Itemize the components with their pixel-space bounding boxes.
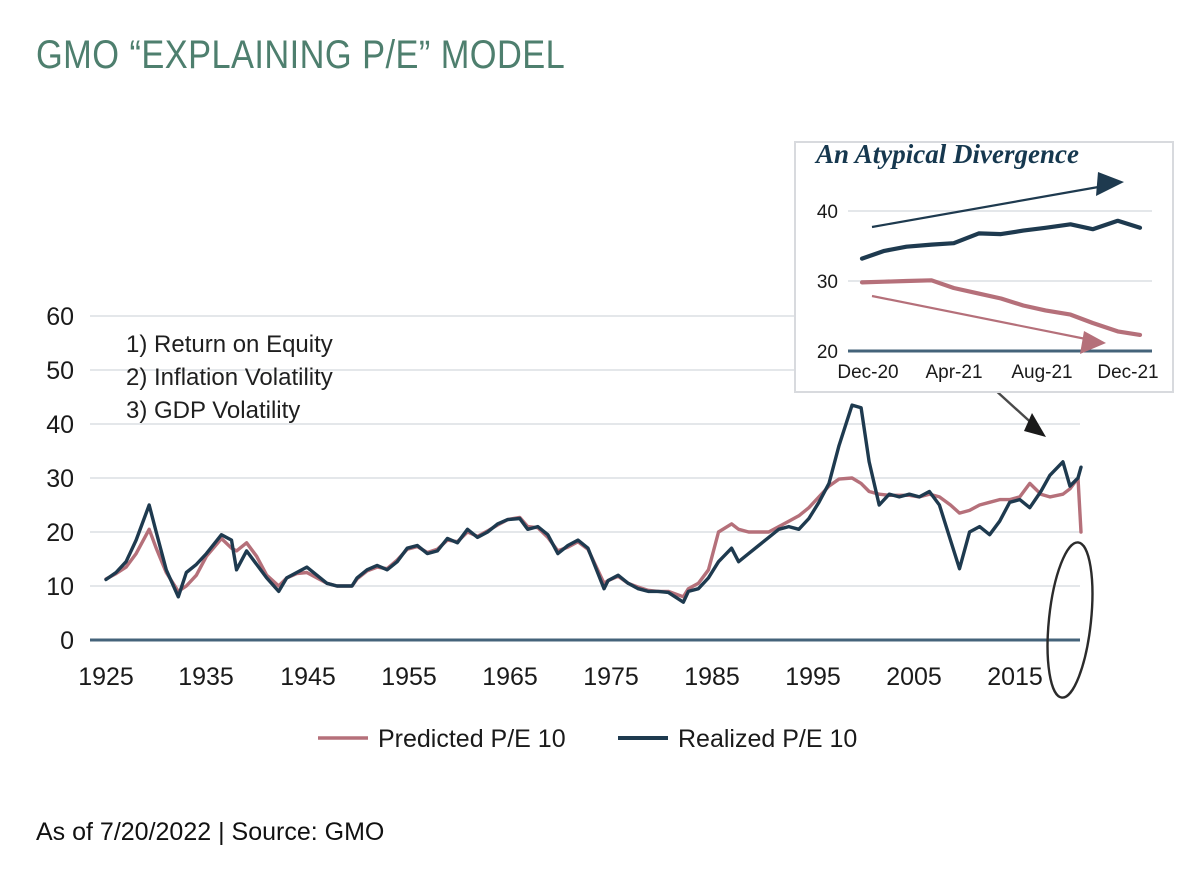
- model-factors-annotation: 1) Return on Equity 2) Inflation Volatil…: [126, 331, 333, 424]
- y-tick-20: 20: [46, 519, 74, 547]
- callout-arrow: [981, 377, 1046, 437]
- x-tick-2005: 2005: [886, 663, 942, 691]
- y-tick-50: 50: [46, 357, 74, 385]
- y-tick-40: 40: [46, 411, 74, 439]
- x-tick-1925: 1925: [78, 663, 134, 691]
- source-footer: As of 7/20/2022 | Source: GMO: [36, 818, 385, 846]
- x-tick-1995: 1995: [785, 663, 841, 691]
- main-chart: 60 50 40 30 20 10 0 1925 1935 1945 1955 …: [0, 120, 1200, 780]
- legend-label-realized: Realized P/E 10: [678, 725, 857, 753]
- x-tick-1945: 1945: [280, 663, 336, 691]
- y-tick-30: 30: [46, 465, 74, 493]
- x-tick-1975: 1975: [583, 663, 639, 691]
- y-tick-10: 10: [46, 573, 74, 601]
- legend-label-predicted: Predicted P/E 10: [378, 725, 566, 753]
- page-title: GMO “EXPLAINING P/E” MODEL: [36, 33, 566, 77]
- x-tick-1985: 1985: [684, 663, 740, 691]
- y-axis-labels: 60 50 40 30 20 10 0: [46, 303, 74, 655]
- factor-2-label: 2) Inflation Volatility: [126, 364, 333, 391]
- x-tick-1955: 1955: [381, 663, 437, 691]
- y-tick-0: 0: [60, 627, 74, 655]
- series-line-predicted: [104, 476, 1083, 599]
- x-tick-1965: 1965: [482, 663, 538, 691]
- x-axis-labels: 1925 1935 1945 1955 1965 1975 1985 1995 …: [78, 663, 1043, 691]
- x-tick-2015: 2015: [987, 663, 1043, 691]
- factor-3-label: 3) GDP Volatility: [126, 397, 300, 424]
- y-tick-60: 60: [46, 303, 74, 331]
- series-line-realized: [104, 403, 1083, 604]
- x-tick-1935: 1935: [178, 663, 234, 691]
- chart-svg: 60 50 40 30 20 10 0 1925 1935 1945 1955 …: [46, 303, 1094, 753]
- divergence-ellipse: [1046, 541, 1094, 699]
- factor-1-label: 1) Return on Equity: [126, 331, 333, 358]
- chart-legend: Predicted P/E 10 Realized P/E 10: [318, 725, 857, 753]
